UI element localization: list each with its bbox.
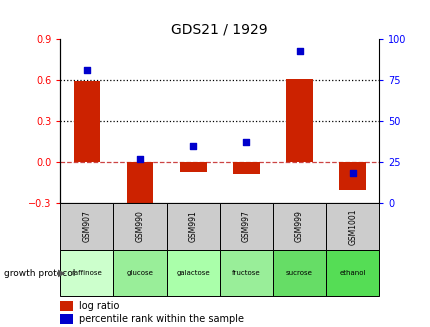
Point <box>243 140 249 145</box>
Text: galactose: galactose <box>176 270 209 276</box>
Point <box>189 143 196 148</box>
Bar <box>326 250 378 296</box>
Bar <box>126 162 153 208</box>
Text: raffinose: raffinose <box>71 270 102 276</box>
Text: fructose: fructose <box>231 270 260 276</box>
Bar <box>166 250 219 296</box>
Bar <box>60 250 113 296</box>
Bar <box>272 250 326 296</box>
Text: GSM999: GSM999 <box>295 211 303 242</box>
Bar <box>166 203 219 250</box>
Bar <box>60 203 113 250</box>
Point <box>348 171 355 176</box>
Bar <box>180 162 206 172</box>
Bar <box>339 162 365 190</box>
Text: percentile rank within the sample: percentile rank within the sample <box>79 314 244 324</box>
Bar <box>326 203 378 250</box>
Bar <box>219 250 272 296</box>
Text: sucrose: sucrose <box>286 270 312 276</box>
Text: log ratio: log ratio <box>79 301 120 311</box>
Bar <box>113 203 166 250</box>
Point <box>295 48 302 53</box>
Title: GDS21 / 1929: GDS21 / 1929 <box>171 23 267 37</box>
Bar <box>219 203 272 250</box>
Text: GSM990: GSM990 <box>135 211 144 242</box>
Text: ▶: ▶ <box>58 268 65 278</box>
Bar <box>272 203 326 250</box>
Text: GSM991: GSM991 <box>188 211 197 242</box>
Text: GSM997: GSM997 <box>241 211 250 242</box>
Bar <box>74 81 100 162</box>
Text: GSM907: GSM907 <box>82 211 91 242</box>
Bar <box>113 250 166 296</box>
Point <box>83 68 90 73</box>
Text: growth protocol: growth protocol <box>4 268 76 278</box>
Bar <box>286 79 312 162</box>
Bar <box>60 301 73 311</box>
Text: glucose: glucose <box>126 270 153 276</box>
Bar <box>60 314 73 324</box>
Text: GSM1001: GSM1001 <box>347 208 356 245</box>
Text: ethanol: ethanol <box>339 270 365 276</box>
Bar <box>233 162 259 174</box>
Point <box>136 156 143 161</box>
